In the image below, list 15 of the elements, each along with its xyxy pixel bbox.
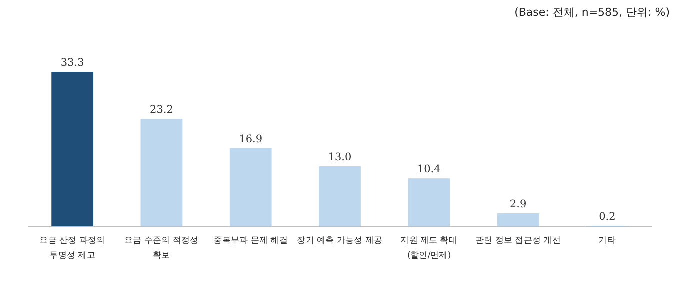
data-label: 16.9: [239, 133, 263, 146]
x-tick-label: 요금 산정 과정의 투명성 제고: [40, 236, 106, 261]
x-tick-label: 지원 제도 확대 (할인/면제): [400, 236, 458, 261]
x-tick-label: 요금 수준의 적정성 확보: [124, 236, 199, 261]
x-tick-label: 중복부과 문제 해결: [214, 236, 288, 246]
data-label: 0.2: [599, 211, 616, 224]
x-tick-label: 장기 예측 가능성 제공: [297, 236, 384, 246]
data-label: 10.4: [417, 164, 442, 176]
data-label: 2.9: [510, 198, 527, 210]
data-label: 13.0: [328, 151, 352, 164]
text: (Base: 전체, n=585, 단위: %): [514, 6, 670, 19]
data-label: 23.2: [150, 104, 174, 116]
x-tick-label: 관련 정보 접근성 개선: [476, 236, 562, 246]
data-label: 33.3: [60, 57, 84, 69]
x-tick-label: 기타: [598, 236, 616, 246]
